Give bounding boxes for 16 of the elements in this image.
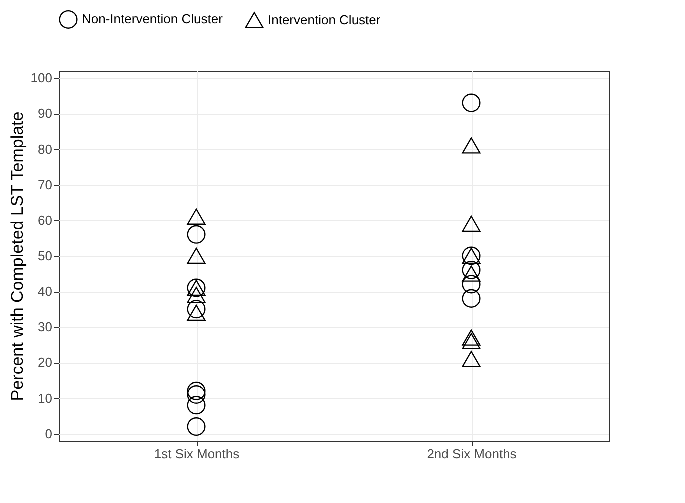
legend-label: Intervention Cluster bbox=[268, 12, 382, 28]
y-tick-label: 90 bbox=[38, 106, 52, 122]
y-tick-label: 20 bbox=[38, 355, 52, 370]
y-axis-title: Percent with Completed LST Template bbox=[8, 112, 27, 402]
y-tick-label: 60 bbox=[38, 212, 52, 228]
y-tick-label: 30 bbox=[38, 320, 52, 335]
y-tick-label: 50 bbox=[38, 248, 52, 264]
y-tick-label: 70 bbox=[38, 177, 52, 192]
y-tick-label: 10 bbox=[38, 390, 52, 406]
legend-label: Non-Intervention Cluster bbox=[82, 12, 224, 27]
x-tick-label: 1st Six Months bbox=[154, 446, 240, 462]
y-tick-label: 80 bbox=[38, 142, 52, 157]
y-tick-label: 40 bbox=[38, 284, 52, 300]
y-tick-label: 0 bbox=[45, 426, 52, 442]
x-tick-label: 2nd Six Months bbox=[427, 446, 518, 462]
y-tick-label: 100 bbox=[30, 70, 52, 86]
